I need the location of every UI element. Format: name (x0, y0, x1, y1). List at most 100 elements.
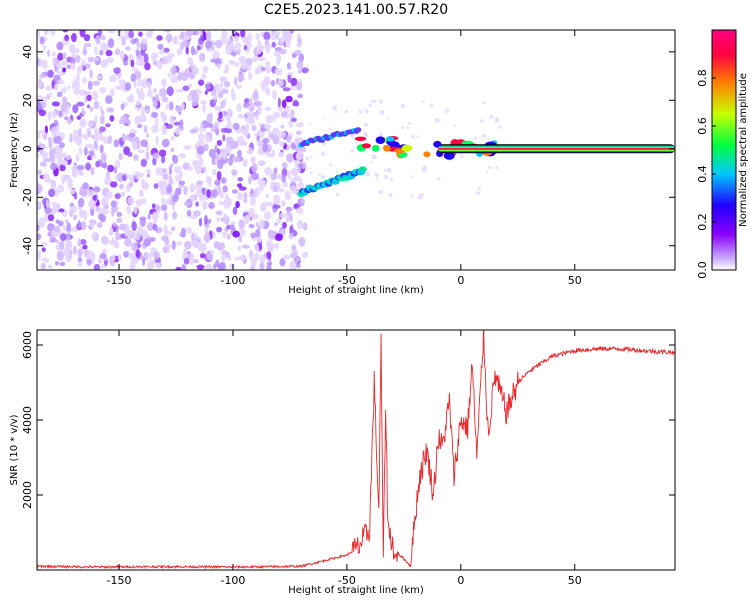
noise-speckle (256, 135, 260, 141)
noise-speckle (89, 69, 93, 79)
noise-speckle (82, 65, 86, 71)
noise-speckle (261, 85, 266, 92)
noise-speckle (114, 193, 121, 200)
noise-speckle (251, 172, 260, 181)
noise-speckle (129, 252, 138, 261)
noise-speckle (235, 50, 241, 56)
faint-speckle (487, 165, 492, 170)
noise-speckle (240, 30, 246, 38)
noise-speckle (115, 159, 121, 169)
noise-speckle (120, 103, 125, 110)
noise-speckle (117, 254, 122, 261)
noise-speckle (237, 245, 242, 252)
noise-speckle (117, 172, 124, 183)
noise-speckle (236, 183, 242, 188)
noise-speckle (278, 151, 285, 158)
noise-speckle (58, 220, 64, 227)
faint-speckle (422, 100, 425, 103)
noise-speckle (85, 162, 91, 171)
noise-speckle (285, 206, 292, 212)
noise-speckle (290, 251, 298, 260)
noise-speckle (87, 80, 93, 91)
noise-speckle (107, 164, 115, 173)
noise-speckle (234, 256, 239, 261)
noise-speckle (261, 66, 266, 72)
noise-speckle (196, 180, 203, 186)
noise-speckle (290, 260, 298, 265)
noise-speckle (296, 60, 304, 70)
noise-speckle (92, 231, 97, 240)
noise-speckle (58, 110, 63, 118)
carrier-blob (385, 136, 395, 142)
noise-speckle (42, 96, 47, 103)
faint-speckle (401, 126, 405, 129)
noise-speckle (167, 73, 171, 78)
noise-speckle (73, 88, 81, 95)
noise-speckle (208, 202, 215, 210)
noise-speckle (213, 93, 218, 100)
noise-speckle (118, 34, 125, 39)
noise-speckle (151, 111, 159, 118)
noise-speckle (157, 43, 164, 50)
noise-speckle (155, 135, 159, 146)
noise-speckle (53, 188, 59, 197)
noise-speckle (288, 135, 292, 141)
noise-speckle (204, 90, 208, 95)
noise-speckle (151, 211, 159, 221)
snr-x-axis: -150 -100 -50 0 50 (107, 330, 582, 587)
noise-speckle (220, 76, 226, 83)
noise-speckle (109, 75, 117, 83)
noise-speckle (196, 145, 205, 155)
noise-speckle (176, 241, 183, 246)
noise-speckle (138, 31, 143, 37)
noise-speckle (222, 185, 228, 193)
spectrogram-plot-area (37, 30, 675, 270)
noise-speckle (243, 192, 248, 199)
faint-speckle (309, 122, 312, 125)
noise-speckle (152, 157, 157, 166)
noise-speckle (62, 96, 68, 105)
noise-speckle (71, 32, 77, 43)
noise-speckle (130, 38, 137, 45)
noise-speckle (221, 89, 229, 94)
noise-speckle (242, 158, 248, 168)
noise-speckle (53, 225, 61, 233)
noise-speckle (229, 41, 234, 50)
noise-speckle (217, 148, 221, 155)
noise-speckle (146, 81, 152, 90)
noise-speckle (165, 33, 173, 43)
noise-speckle (199, 52, 206, 62)
noise-speckle (203, 143, 209, 152)
noise-speckle (110, 200, 117, 208)
noise-speckle (98, 212, 104, 221)
noise-speckle (188, 83, 193, 88)
noise-speckle (280, 124, 285, 129)
noise-speckle (138, 189, 144, 198)
noise-speckle (37, 201, 40, 210)
noise-speckle (228, 156, 234, 166)
noise-speckle (236, 84, 243, 89)
colorbar-tick-label: 0.0 (696, 261, 709, 279)
noise-speckle (156, 60, 164, 70)
noise-speckle (65, 256, 71, 263)
noise-speckle (265, 114, 274, 124)
noise-speckle (83, 214, 88, 220)
noise-speckle (189, 256, 194, 266)
noise-speckle (128, 181, 134, 188)
noise-speckle (296, 122, 304, 128)
noise-speckle (290, 185, 297, 194)
noise-speckle (247, 105, 256, 111)
noise-speckle (214, 83, 220, 88)
noise-speckle (137, 149, 145, 154)
noise-speckle (265, 87, 270, 96)
noise-speckle (251, 163, 258, 173)
carrier-blob (375, 136, 386, 145)
noise-speckle (138, 199, 146, 204)
noise-speckle (297, 93, 304, 99)
noise-speckle (170, 226, 176, 232)
noise-speckle (196, 45, 201, 51)
noise-speckle (166, 102, 170, 111)
noise-speckle (216, 170, 222, 181)
noise-speckle (56, 203, 61, 209)
